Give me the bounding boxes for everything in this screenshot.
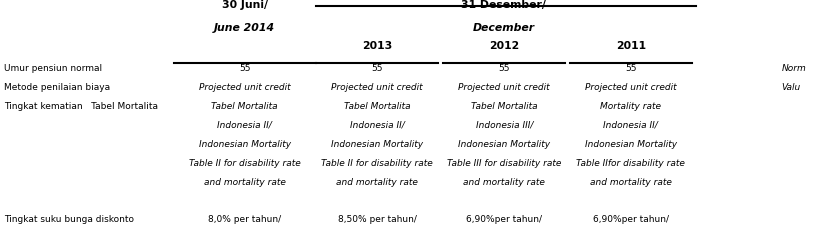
- Text: Projected unit credit: Projected unit credit: [585, 83, 676, 92]
- Text: Indonesian Mortality: Indonesian Mortality: [199, 139, 290, 148]
- Text: December: December: [472, 23, 535, 33]
- Text: and mortality rate: and mortality rate: [336, 177, 418, 186]
- Text: Metode penilaian biaya: Metode penilaian biaya: [4, 83, 110, 92]
- Text: Norm: Norm: [782, 64, 806, 73]
- Text: 2012: 2012: [489, 41, 520, 50]
- Text: Indonesia II/: Indonesia II/: [349, 120, 405, 129]
- Text: Table IIfor disability rate: Table IIfor disability rate: [576, 158, 685, 167]
- Text: 2013: 2013: [361, 41, 392, 50]
- Text: Projected unit credit: Projected unit credit: [199, 83, 290, 92]
- Text: Table III for disability rate: Table III for disability rate: [447, 158, 561, 167]
- Text: and mortality rate: and mortality rate: [463, 177, 545, 186]
- Text: Indonesian Mortality: Indonesian Mortality: [331, 139, 423, 148]
- Text: 31 Desember/: 31 Desember/: [461, 0, 547, 10]
- Text: 6,90%per tahun/: 6,90%per tahun/: [466, 214, 543, 223]
- Text: Table II for disability rate: Table II for disability rate: [322, 158, 432, 167]
- Text: Mortality rate: Mortality rate: [601, 102, 661, 111]
- Text: 55: 55: [499, 64, 510, 73]
- Text: Indonesian Mortality: Indonesian Mortality: [585, 139, 676, 148]
- Text: and mortality rate: and mortality rate: [204, 177, 286, 186]
- Text: 8,0% per tahun/: 8,0% per tahun/: [208, 214, 282, 223]
- Text: 55: 55: [625, 64, 636, 73]
- Text: Tingkat kematian   Tabel Mortalita: Tingkat kematian Tabel Mortalita: [4, 102, 158, 111]
- Text: Indonesia II/: Indonesia II/: [603, 120, 659, 129]
- Text: Valu: Valu: [782, 83, 801, 92]
- Text: Indonesia III/: Indonesia III/: [476, 120, 533, 129]
- Text: Tabel Mortalita: Tabel Mortalita: [211, 102, 278, 111]
- Text: Tabel Mortalita: Tabel Mortalita: [471, 102, 538, 111]
- Text: June 2014: June 2014: [215, 23, 275, 33]
- Text: Projected unit credit: Projected unit credit: [331, 83, 423, 92]
- Text: Umur pensiun normal: Umur pensiun normal: [4, 64, 102, 73]
- Text: 55: 55: [239, 64, 251, 73]
- Text: and mortality rate: and mortality rate: [590, 177, 672, 186]
- Text: Indonesian Mortality: Indonesian Mortality: [459, 139, 550, 148]
- Text: 6,90%per tahun/: 6,90%per tahun/: [592, 214, 669, 223]
- Text: Indonesia II/: Indonesia II/: [217, 120, 273, 129]
- Text: 30 Juni/: 30 Juni/: [222, 0, 268, 10]
- Text: Tabel Mortalita: Tabel Mortalita: [344, 102, 410, 111]
- Text: 55: 55: [371, 64, 383, 73]
- Text: Table II for disability rate: Table II for disability rate: [189, 158, 300, 167]
- Text: Tingkat suku bunga diskonto: Tingkat suku bunga diskonto: [4, 214, 134, 223]
- Text: 8,50% per tahun/: 8,50% per tahun/: [338, 214, 416, 223]
- Text: 2011: 2011: [616, 41, 645, 50]
- Text: Projected unit credit: Projected unit credit: [459, 83, 550, 92]
